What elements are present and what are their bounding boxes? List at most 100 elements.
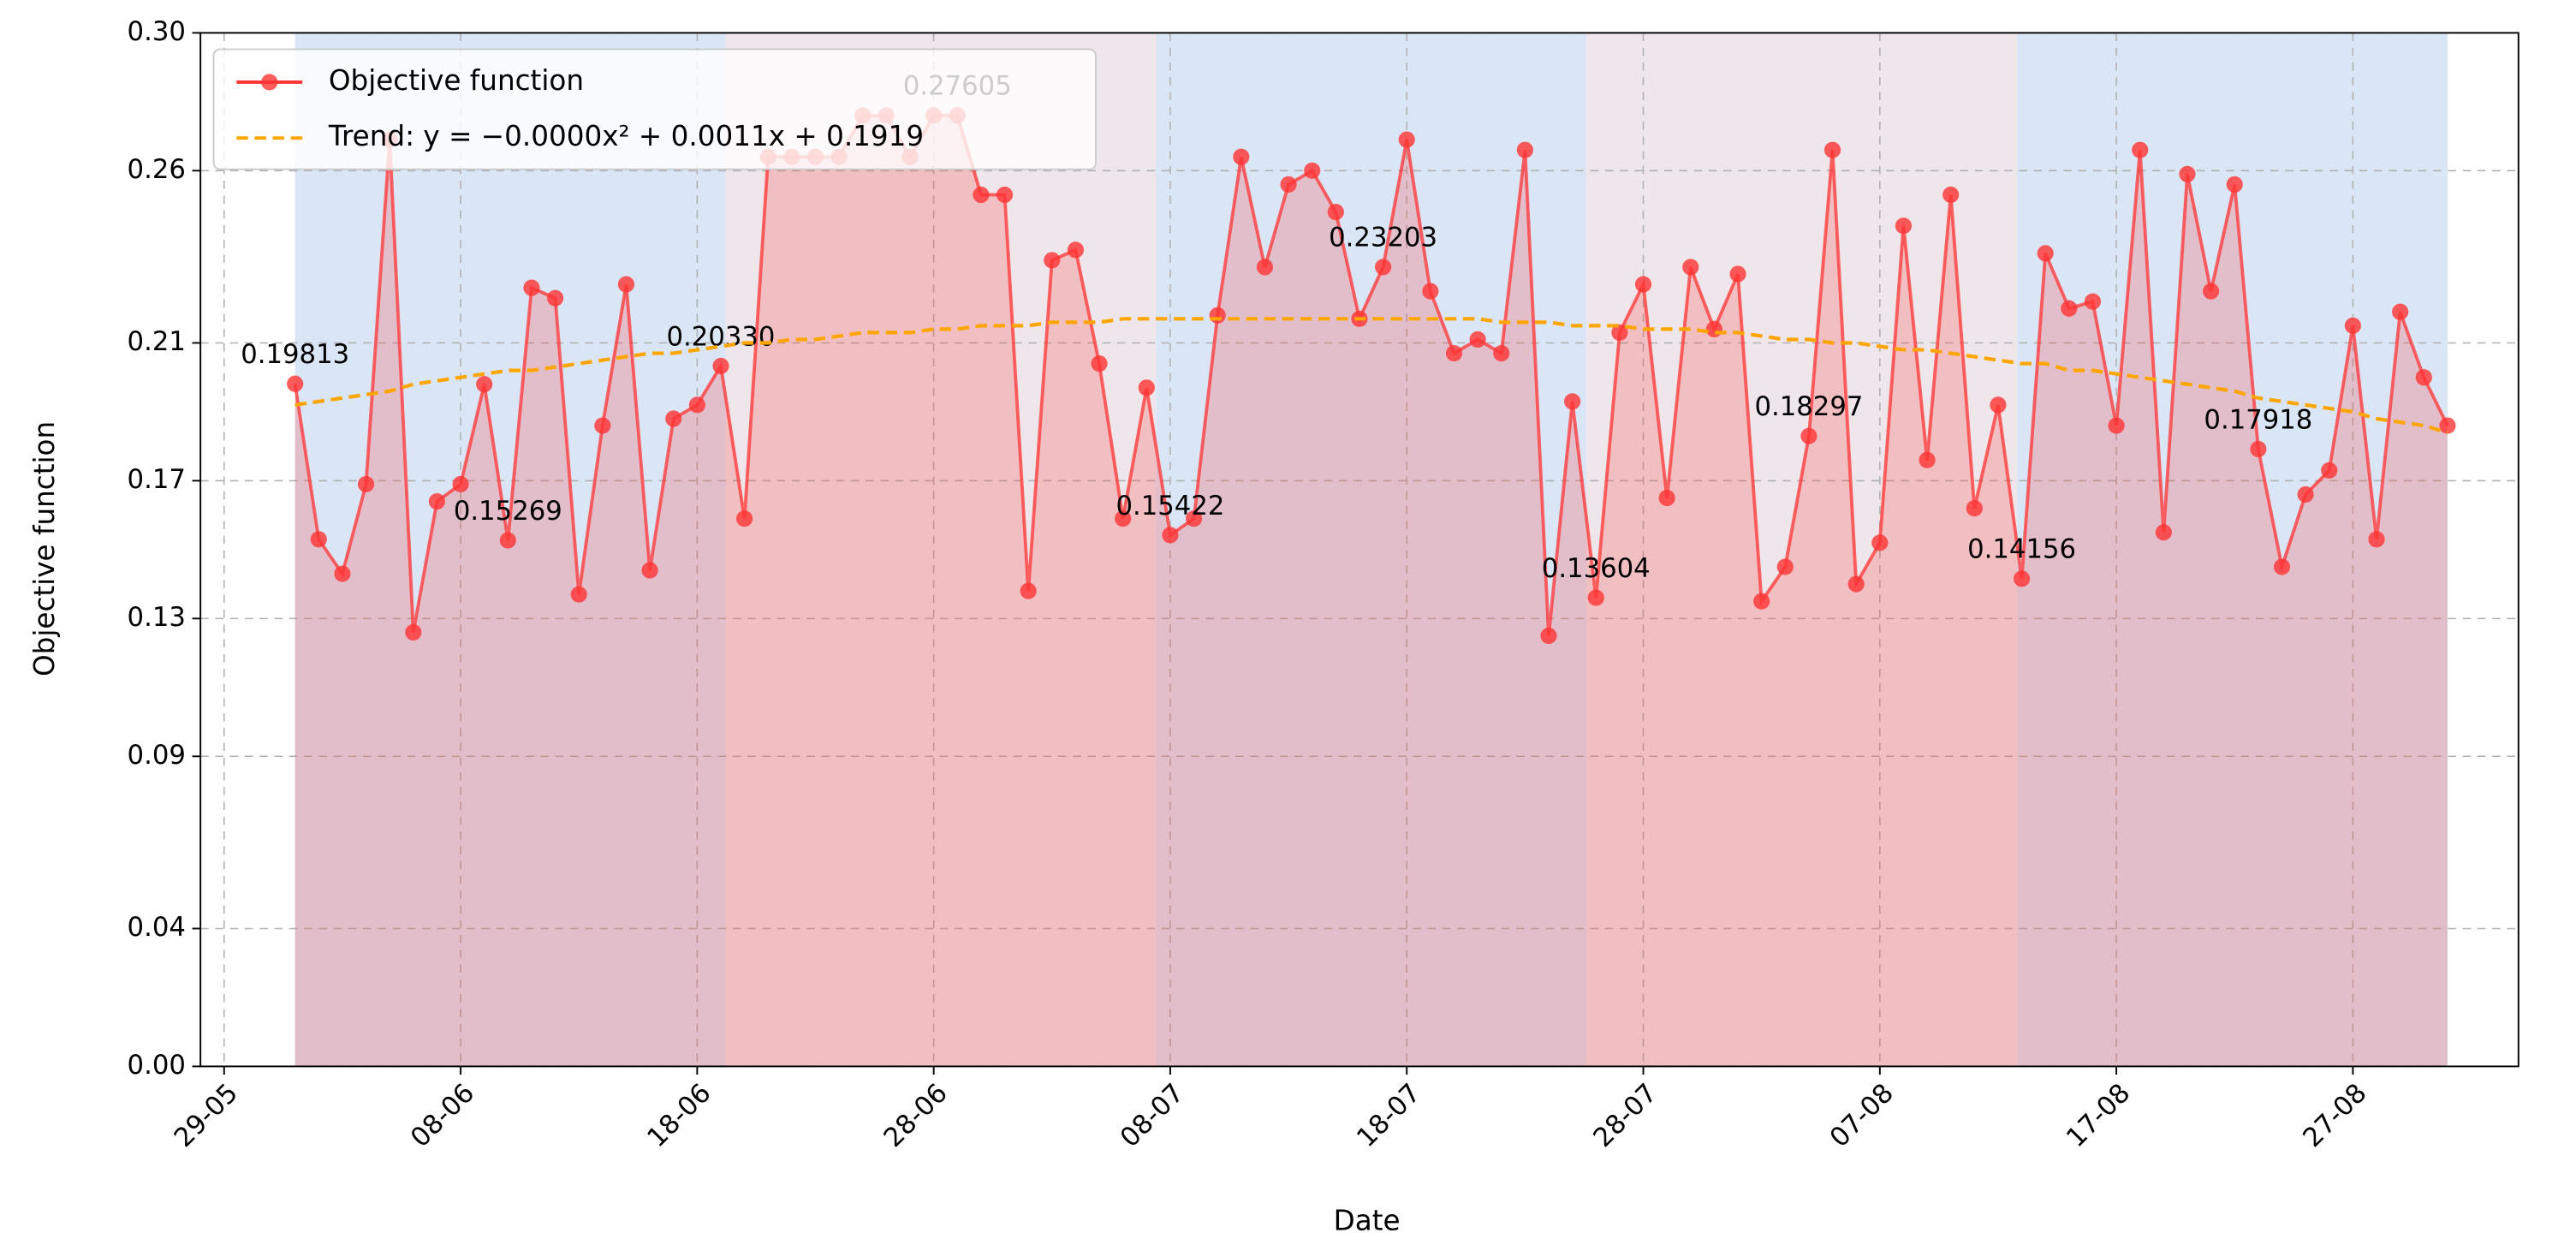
data-point <box>996 186 1014 204</box>
data-point <box>2013 570 2031 587</box>
data-point <box>641 562 658 579</box>
data-point <box>1800 427 1817 444</box>
data-label: 0.14156 <box>1967 535 2076 565</box>
x-tick-label: 27-08 <box>2298 1078 2373 1153</box>
data-point <box>1209 307 1226 324</box>
data-point <box>357 475 375 493</box>
data-point <box>2132 141 2149 158</box>
x-tick-label: 29-05 <box>169 1078 244 1153</box>
y-tick-label: 0.04 <box>128 913 186 943</box>
data-point <box>1634 276 1652 293</box>
data-point <box>1540 627 1557 645</box>
data-point <box>546 289 564 307</box>
y-tick-label: 0.13 <box>128 603 186 633</box>
data-point <box>2321 462 2338 479</box>
x-tick-label: 08-06 <box>405 1078 480 1153</box>
data-point <box>428 492 446 510</box>
data-point <box>2415 369 2432 386</box>
y-tick-label: 0.17 <box>128 465 186 495</box>
data-point <box>523 279 540 296</box>
data-point <box>1162 527 1179 544</box>
data-point <box>1919 451 1936 468</box>
data-point <box>1398 131 1415 148</box>
data-label: 0.18297 <box>1754 392 1863 422</box>
y-axis-label: Objective function <box>28 421 61 676</box>
data-point <box>2203 283 2220 300</box>
x-tick-label: 28-07 <box>1588 1078 1663 1153</box>
data-point <box>452 475 469 493</box>
data-point <box>2084 293 2102 310</box>
trend-line <box>294 317 2448 435</box>
data-point <box>1847 575 1865 593</box>
data-point <box>1611 324 1628 342</box>
data-point <box>1185 510 1203 527</box>
x-tick-label: 18-07 <box>1352 1078 1427 1153</box>
background-bands <box>294 33 2448 1067</box>
background-band <box>1586 33 2018 1067</box>
data-point <box>712 357 729 375</box>
data-point <box>2344 317 2361 334</box>
legend-label: Trend: y = −0.0000x² + 0.0011x + 0.1919 <box>328 120 924 152</box>
data-point <box>1067 241 1085 259</box>
legend-marker <box>261 74 278 91</box>
data-point <box>1705 320 1723 337</box>
x-axis-label: Date <box>1334 1205 1401 1237</box>
data-point <box>973 186 990 204</box>
axes-frame <box>199 32 2519 1068</box>
data-point <box>499 532 516 549</box>
data-point <box>2226 176 2243 194</box>
data-point <box>1682 259 1699 276</box>
data-point <box>476 376 493 393</box>
data-point <box>2061 300 2078 317</box>
data-point <box>405 623 422 641</box>
background-band <box>1156 33 1587 1067</box>
data-point <box>1516 141 1533 158</box>
y-tick-label: 0.26 <box>128 155 186 185</box>
data-point <box>1327 204 1344 221</box>
legend-label: Objective function <box>329 64 584 97</box>
data-point <box>1044 252 1061 269</box>
data-point <box>334 565 351 582</box>
data-point <box>287 375 304 392</box>
data-point <box>2439 417 2456 434</box>
x-tick-label: 17-08 <box>2061 1078 2136 1153</box>
data-point <box>2155 524 2172 541</box>
data-point <box>1729 265 1746 283</box>
data-point <box>2273 558 2291 575</box>
data-point <box>2368 531 2385 548</box>
data-point <box>2392 303 2409 320</box>
data-point <box>1256 259 1274 276</box>
data-label: 0.19813 <box>241 340 349 370</box>
data-label: 0.23203 <box>1329 223 1437 253</box>
data-point <box>1115 510 1132 527</box>
data-point <box>1493 344 1510 362</box>
data-point <box>1375 259 1392 276</box>
data-point <box>1091 355 1108 372</box>
y-tick-label: 0.09 <box>128 741 186 771</box>
data-point <box>594 417 611 434</box>
data-point <box>2297 486 2314 503</box>
data-point <box>665 410 682 427</box>
x-tick-label: 28-06 <box>878 1078 954 1153</box>
data-point <box>310 531 327 548</box>
data-point <box>2179 165 2196 182</box>
data-point <box>617 276 635 293</box>
data-label: 0.15422 <box>1115 491 1224 521</box>
background-band <box>725 33 1157 1067</box>
data-point <box>1587 589 1604 606</box>
data-point <box>1895 217 1913 235</box>
data-point <box>1233 148 1250 165</box>
data-label: 0.17918 <box>2204 405 2312 435</box>
data-point <box>1990 396 2007 414</box>
data-point <box>2250 440 2267 458</box>
data-label: 0.13604 <box>1542 554 1651 584</box>
data-point <box>736 510 753 527</box>
data-point <box>1020 582 1037 599</box>
data-label: 0.20330 <box>667 322 776 352</box>
data-point <box>1422 283 1439 300</box>
y-tick-label: 0.21 <box>128 327 186 357</box>
data-point <box>688 396 705 414</box>
area-fill <box>294 115 2448 1067</box>
